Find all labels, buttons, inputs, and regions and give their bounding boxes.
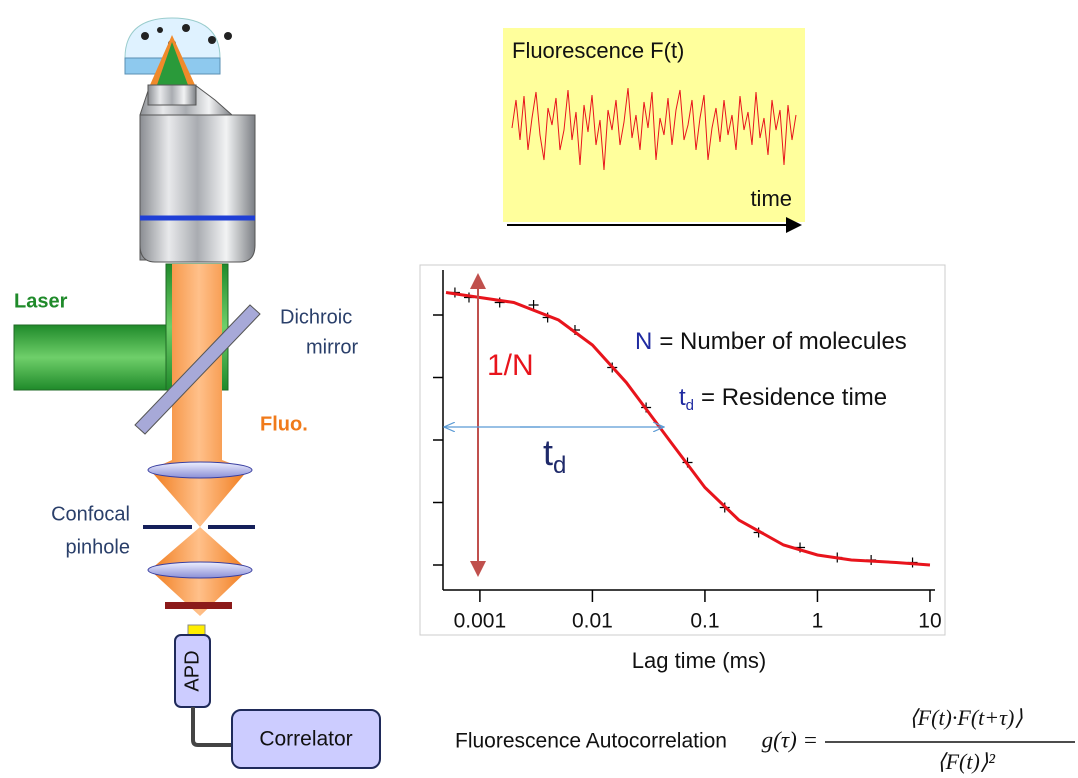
excitation-cone <box>157 42 188 85</box>
emission-filter <box>165 602 232 609</box>
formula-lhs: g(τ) = <box>762 727 818 752</box>
x-axis-label: Lag time (ms) <box>632 648 766 673</box>
td-label: td <box>543 432 566 480</box>
time-label: time <box>750 186 792 211</box>
amplitude-label: 1/N <box>487 349 534 382</box>
fluo-label: Fluo. <box>260 413 308 435</box>
formula: Fluorescence Autocorrelation g(τ) = ⟨F(t… <box>455 705 1075 774</box>
trace-line <box>511 87 797 171</box>
x-tick-label: 0.001 <box>454 610 507 633</box>
dichroic-label: Dichroic <box>280 306 352 328</box>
legend-td: td = Residence time <box>679 384 887 414</box>
formula-caption: Fluorescence Autocorrelation <box>455 730 727 753</box>
pinhole-label: pinhole <box>65 536 130 558</box>
pinhole-label: Confocal <box>51 503 130 525</box>
dichroic-mirror <box>134 304 261 435</box>
fluorescence-beam <box>150 264 248 616</box>
x-tick-label: 0.01 <box>572 610 613 633</box>
legend-td-main: t <box>679 384 686 411</box>
fit-curve <box>445 291 931 567</box>
lens <box>147 561 253 579</box>
detector-chip <box>187 624 206 636</box>
apd-label: APD <box>181 650 203 691</box>
formula-numerator: ⟨F(t)·F(t+τ)⟩ <box>909 705 1023 730</box>
data-point <box>528 300 539 310</box>
legend-n-text: = Number of molecules <box>659 328 906 355</box>
formula-denominator: ⟨F(t)⟩² <box>937 749 995 774</box>
correlator-box <box>231 709 381 769</box>
cable <box>191 707 232 747</box>
x-tick-label: 10 <box>918 610 941 633</box>
td-sub: d <box>553 452 566 479</box>
legend-td-sub: d <box>686 397 694 414</box>
lens <box>147 461 253 479</box>
legend-n-symbol: N <box>635 328 652 355</box>
td-main: t <box>543 432 553 473</box>
dichroic-label: mirror <box>306 336 359 358</box>
chart-frame <box>419 264 946 636</box>
objective-body <box>139 114 256 263</box>
correlator-label: Correlator <box>259 728 352 751</box>
x-tick-label: 0.1 <box>690 610 719 633</box>
x-tick-label: 1 <box>812 610 824 633</box>
legend-td-text: = Residence time <box>701 384 887 411</box>
trace-panel: Fluorescence F(t) time <box>503 28 805 233</box>
trace-title: Fluorescence F(t) <box>512 38 684 63</box>
microscope: Laser Dichroic mirror Fluo. Confocal pin… <box>13 17 381 769</box>
legend-n: N = Number of molecules <box>635 328 907 355</box>
objective-tip <box>147 84 197 106</box>
laser-label: Laser <box>14 290 68 312</box>
